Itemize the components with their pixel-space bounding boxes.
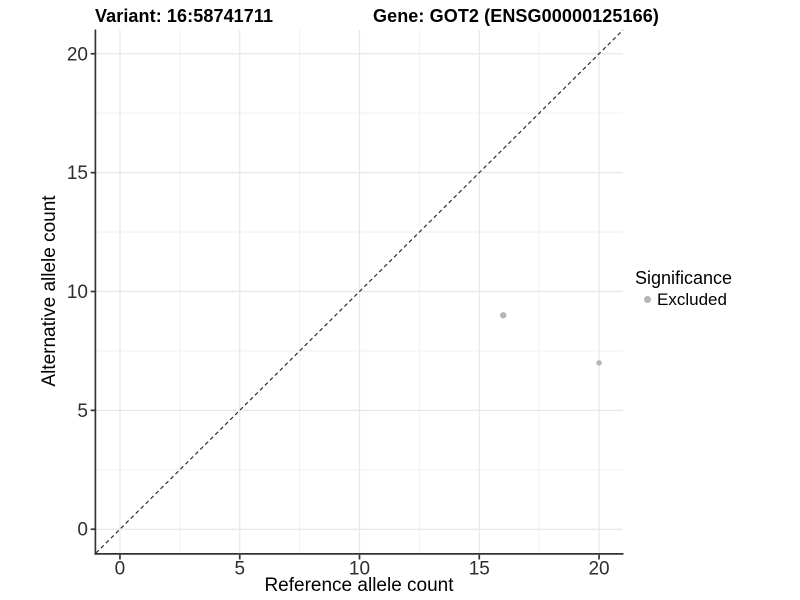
y-tick-label: 5	[77, 401, 88, 422]
legend: Significance Excluded	[635, 267, 732, 309]
data-point	[596, 360, 602, 366]
y-tick-label: 0	[77, 520, 88, 541]
legend-title: Significance	[635, 268, 733, 288]
legend-item-excluded: Excluded	[644, 290, 732, 309]
y-tick-label: 20	[67, 44, 88, 65]
circle-icon	[644, 296, 651, 303]
x-axis-title: Reference allele count	[264, 575, 454, 596]
x-tick-label: 5	[234, 559, 245, 580]
data-point	[500, 312, 507, 319]
y-tick-label: 15	[67, 163, 88, 184]
x-tick-label: 15	[469, 559, 490, 580]
x-tick-label: 0	[115, 559, 126, 580]
legend-item-label: Excluded	[657, 290, 727, 309]
y-tick-label: 10	[67, 282, 88, 303]
x-tick-label: 20	[588, 559, 609, 580]
x-tick-label: 10	[349, 559, 370, 580]
plot-title-variant: Variant: 16:58741711	[95, 6, 274, 26]
y-axis-title: Alternative allele count	[39, 195, 60, 387]
identity-line	[95, 29, 624, 554]
plot-title-gene: Gene: GOT2 (ENSG00000125166)	[373, 6, 659, 26]
